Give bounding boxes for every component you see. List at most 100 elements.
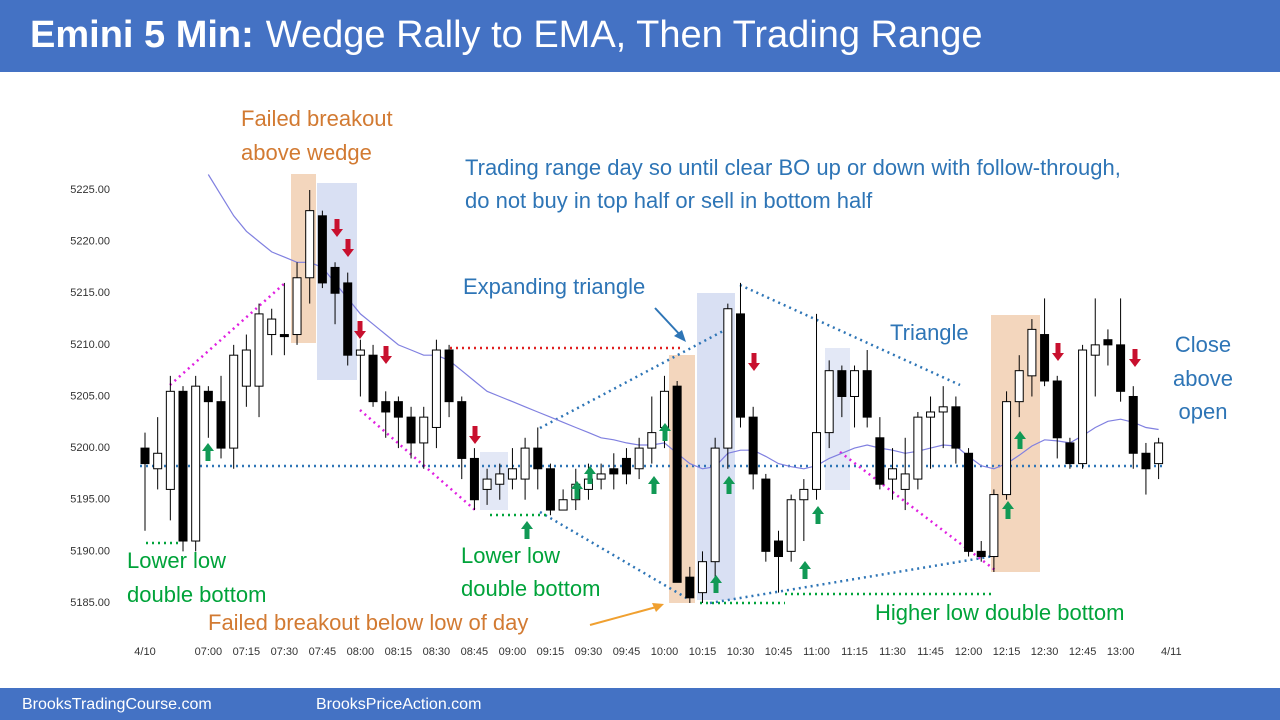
sell-arrow: [331, 219, 343, 237]
candle-body: [989, 494, 999, 558]
candle-body: [862, 370, 872, 418]
candle-body: [634, 447, 644, 470]
candle-body: [913, 416, 923, 480]
candle-body: [153, 452, 163, 470]
candle-body: [596, 473, 606, 480]
candle-body: [761, 478, 771, 552]
sell-arrow: [380, 346, 392, 364]
candle-body: [431, 349, 441, 428]
candle-body: [799, 488, 809, 501]
y-tick-label: 5195.00: [70, 494, 110, 506]
title: Emini 5 Min: Wedge Rally to EMA, Then Tra…: [30, 14, 983, 56]
candle-body: [140, 447, 150, 465]
candle-body: [1103, 339, 1113, 346]
x-tick-label: 07:30: [271, 646, 299, 658]
candle-body: [735, 313, 745, 418]
sell-arrow: [1129, 349, 1141, 367]
candle-body: [1002, 401, 1012, 496]
buy-arrow: [710, 575, 722, 593]
candle-body: [951, 406, 961, 449]
candle-body: [888, 468, 898, 480]
x-tick-label: 08:45: [461, 646, 489, 658]
x-tick-label: 12:00: [955, 646, 983, 658]
candle-body: [355, 349, 365, 356]
annotation: Trading range day so until clear BO up o…: [465, 155, 1121, 180]
x-tick-label: 4/11: [1161, 646, 1182, 658]
candle-body: [368, 354, 378, 403]
y-tick-label: 5210.00: [70, 339, 110, 351]
x-tick-label: 10:30: [727, 646, 755, 658]
candle-body: [241, 349, 251, 387]
candle-body: [330, 266, 340, 294]
x-tick-label: 09:15: [537, 646, 565, 658]
pointer-arrows: [589, 307, 686, 626]
candle-body: [457, 401, 467, 459]
x-tick-label: 09:45: [613, 646, 641, 658]
x-tick-label: 12:45: [1069, 646, 1097, 658]
annotation: Triangle: [890, 320, 969, 345]
candle-body: [964, 452, 974, 552]
candle-body: [317, 215, 327, 284]
candle-body: [1014, 370, 1024, 403]
candle-body: [203, 390, 213, 403]
candle-body: [444, 349, 454, 403]
x-tick-label: 12:15: [993, 646, 1021, 658]
candle-body: [469, 457, 479, 501]
candle-body: [216, 401, 226, 449]
wedge-line: [359, 409, 476, 511]
candle-body: [545, 468, 555, 511]
candle-body: [697, 561, 707, 594]
ema-line: [207, 174, 1159, 470]
candle-body: [558, 499, 568, 511]
buy-arrow: [723, 476, 735, 494]
candle-body: [1040, 334, 1050, 382]
candle-body: [647, 432, 657, 449]
x-tick-label: 11:15: [841, 646, 868, 658]
candle-body: [621, 457, 631, 475]
annotation: Close: [1175, 332, 1231, 357]
candle-body: [659, 390, 669, 428]
title-lead: Emini 5 Min:: [30, 14, 254, 56]
candle-body: [279, 334, 289, 338]
x-tick-label: 07:00: [195, 646, 223, 658]
buy-arrow: [571, 481, 583, 499]
candle-body: [419, 416, 429, 444]
candle-body: [343, 282, 353, 356]
y-tick-label: 5200.00: [70, 442, 110, 454]
footer-right: BrooksPriceAction.com: [316, 696, 481, 713]
candle-body: [482, 478, 492, 490]
candle-body: [254, 313, 264, 387]
candle-body: [165, 390, 175, 490]
x-tick-label: 08:00: [347, 646, 375, 658]
candle-body: [1027, 328, 1037, 377]
candle-body: [812, 432, 822, 490]
pointer: [654, 307, 683, 338]
highlights: [291, 174, 1040, 603]
pointer-head: [674, 330, 686, 342]
sell-arrow: [748, 353, 760, 371]
y-tick-label: 5185.00: [70, 597, 110, 609]
sell-arrow: [1052, 343, 1064, 361]
candle-body: [381, 401, 391, 413]
annotation: Expanding triangle: [463, 274, 645, 299]
buy-arrow: [202, 443, 214, 461]
candle-body: [926, 411, 936, 418]
annotations: Failed breakout above wedge Trading rang…: [127, 106, 1233, 635]
buy-arrow: [521, 521, 533, 539]
buy-arrow: [1002, 501, 1014, 519]
candle-body: [507, 468, 517, 480]
annotation: above: [1173, 366, 1233, 391]
candle-body: [837, 370, 847, 397]
x-tick-label: 08:15: [385, 646, 413, 658]
candle-body: [786, 499, 796, 552]
header-bar: [0, 0, 1280, 72]
candle-body: [533, 447, 543, 470]
candle-body: [191, 385, 201, 542]
annotation: Lower low: [127, 548, 226, 573]
footer-bar: [0, 688, 1280, 720]
candle-body: [1078, 349, 1088, 465]
buy-arrow: [659, 423, 671, 441]
candle-body: [976, 550, 986, 558]
candle-body: [406, 416, 416, 444]
